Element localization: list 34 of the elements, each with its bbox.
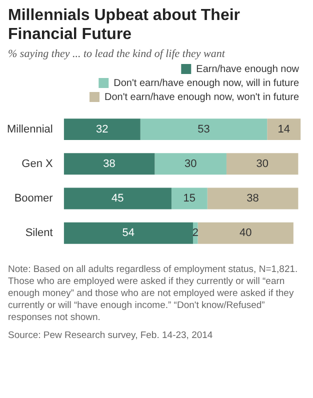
data-label: 54 xyxy=(122,227,135,240)
data-label: 45 xyxy=(112,192,124,205)
source-note: Source: Pew Research survey, Feb. 14-23, 2014 xyxy=(8,330,214,342)
legend-label: Earn/have enough now xyxy=(196,64,300,75)
y-tick-label: Silent xyxy=(25,227,53,240)
chart-title: Millennials Upbeat about Their Financial Future xyxy=(8,6,242,44)
data-label: 30 xyxy=(184,158,197,170)
bar xyxy=(140,118,268,140)
y-tick-label: Gen X xyxy=(22,158,54,170)
data-label: 15 xyxy=(183,192,196,205)
data-label: 30 xyxy=(256,158,268,170)
bar xyxy=(64,222,193,244)
data-label: 2 xyxy=(192,227,198,240)
y-tick-label: Millennial xyxy=(6,123,53,136)
bar xyxy=(171,188,208,210)
chart-subtitle: % saying they ... to lead the kind of life they want xyxy=(8,48,226,60)
data-label: 38 xyxy=(246,192,259,205)
bar xyxy=(226,153,298,175)
bar xyxy=(207,188,298,210)
text: Note: Based on all adults regardless of employment status, N=1,821. Those who are employed were asked if they currently or will “earn enough money” and those who are not employed were asked if they currently or will “have enough income.” “Don't know/Refused” responses not shown. xyxy=(8,264,299,324)
legend-label: Don't earn/have enough now, won't in future xyxy=(104,92,300,103)
bar xyxy=(64,118,140,140)
bar xyxy=(198,222,294,244)
bar xyxy=(267,118,301,140)
data-label: 53 xyxy=(198,123,210,136)
y-tick-label: Boomer xyxy=(14,192,54,205)
bar xyxy=(64,188,172,210)
bar xyxy=(64,153,155,175)
legend-label: Don't earn/have enough now, will in future xyxy=(114,78,300,89)
data-label: 14 xyxy=(278,123,290,136)
bar xyxy=(154,153,226,175)
data-label: 38 xyxy=(103,158,116,170)
data-label: 32 xyxy=(96,123,108,136)
data-label: 40 xyxy=(239,227,252,240)
